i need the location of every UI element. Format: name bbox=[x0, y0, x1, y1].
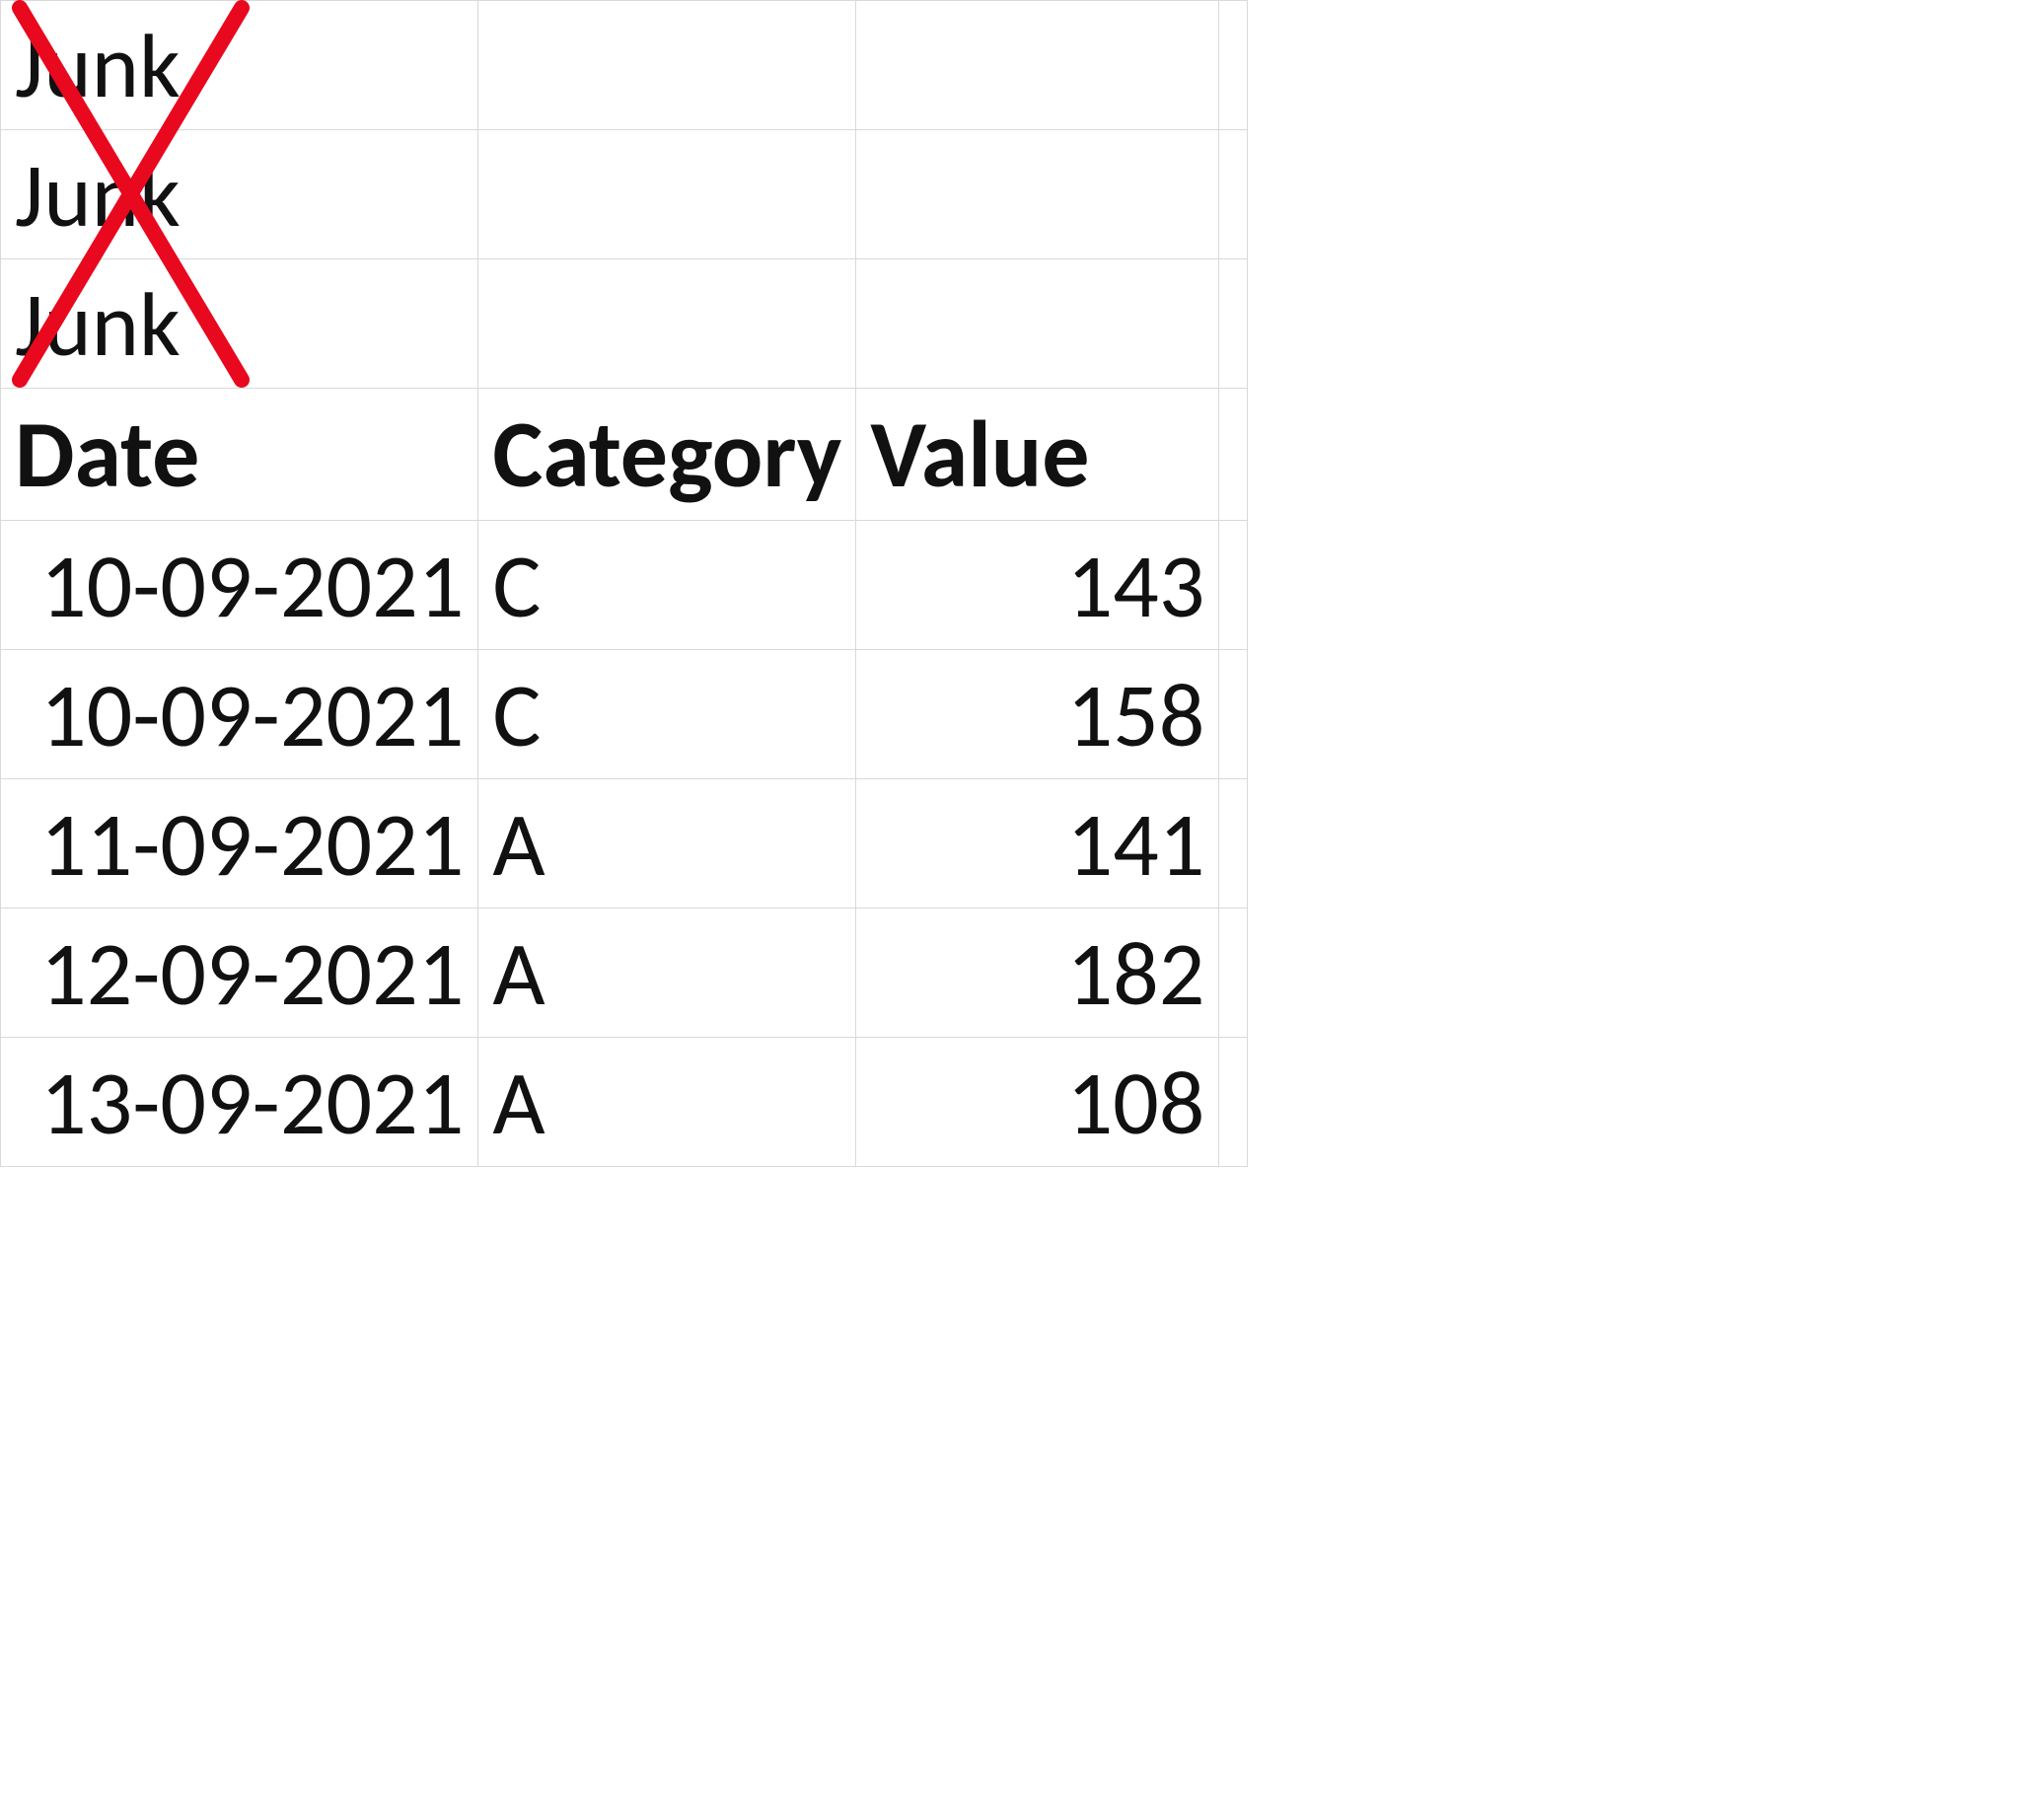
table-row[interactable]: 12-09-2021A182 bbox=[1, 909, 1248, 1038]
category-cell[interactable]: A bbox=[478, 779, 856, 909]
category-cell[interactable]: C bbox=[478, 650, 856, 779]
empty-cell[interactable] bbox=[1219, 389, 1248, 521]
table-row[interactable]: 10-09-2021C158 bbox=[1, 650, 1248, 779]
table-row[interactable]: 13-09-2021A108 bbox=[1, 1038, 1248, 1167]
category-cell[interactable]: A bbox=[478, 909, 856, 1038]
category-cell[interactable]: A bbox=[478, 1038, 856, 1167]
value-cell[interactable]: 158 bbox=[856, 650, 1219, 779]
empty-cell[interactable] bbox=[478, 130, 856, 259]
header-cell[interactable]: Value bbox=[856, 389, 1219, 521]
value-cell[interactable]: 141 bbox=[856, 779, 1219, 909]
junk-row[interactable]: Junk bbox=[1, 259, 1248, 389]
table-row[interactable]: 11-09-2021A141 bbox=[1, 779, 1248, 909]
empty-cell[interactable] bbox=[856, 259, 1219, 389]
empty-cell[interactable] bbox=[1219, 1, 1248, 130]
junk-row[interactable]: Junk bbox=[1, 1, 1248, 130]
empty-cell[interactable] bbox=[1219, 909, 1248, 1038]
empty-cell[interactable] bbox=[856, 130, 1219, 259]
empty-cell[interactable] bbox=[1219, 650, 1248, 779]
empty-cell[interactable] bbox=[1219, 779, 1248, 909]
empty-cell[interactable] bbox=[1219, 1038, 1248, 1167]
empty-cell[interactable] bbox=[1219, 130, 1248, 259]
value-cell[interactable]: 108 bbox=[856, 1038, 1219, 1167]
junk-cell[interactable]: Junk bbox=[1, 130, 478, 259]
junk-cell[interactable]: Junk bbox=[1, 259, 478, 389]
value-cell[interactable]: 182 bbox=[856, 909, 1219, 1038]
date-cell[interactable]: 10-09-2021 bbox=[1, 521, 478, 650]
junk-row[interactable]: Junk bbox=[1, 130, 1248, 259]
spreadsheet-region: JunkJunkJunkDateCategoryValue10-09-2021C… bbox=[0, 0, 1248, 1167]
date-cell[interactable]: 10-09-2021 bbox=[1, 650, 478, 779]
empty-cell[interactable] bbox=[856, 1, 1219, 130]
header-cell[interactable]: Category bbox=[478, 389, 856, 521]
junk-cell[interactable]: Junk bbox=[1, 1, 478, 130]
spreadsheet-table[interactable]: JunkJunkJunkDateCategoryValue10-09-2021C… bbox=[0, 0, 1248, 1167]
date-cell[interactable]: 12-09-2021 bbox=[1, 909, 478, 1038]
date-cell[interactable]: 13-09-2021 bbox=[1, 1038, 478, 1167]
empty-cell[interactable] bbox=[1219, 521, 1248, 650]
value-cell[interactable]: 143 bbox=[856, 521, 1219, 650]
header-cell[interactable]: Date bbox=[1, 389, 478, 521]
category-cell[interactable]: C bbox=[478, 521, 856, 650]
empty-cell[interactable] bbox=[478, 1, 856, 130]
table-row[interactable]: 10-09-2021C143 bbox=[1, 521, 1248, 650]
empty-cell[interactable] bbox=[478, 259, 856, 389]
header-row[interactable]: DateCategoryValue bbox=[1, 389, 1248, 521]
empty-cell[interactable] bbox=[1219, 259, 1248, 389]
date-cell[interactable]: 11-09-2021 bbox=[1, 779, 478, 909]
